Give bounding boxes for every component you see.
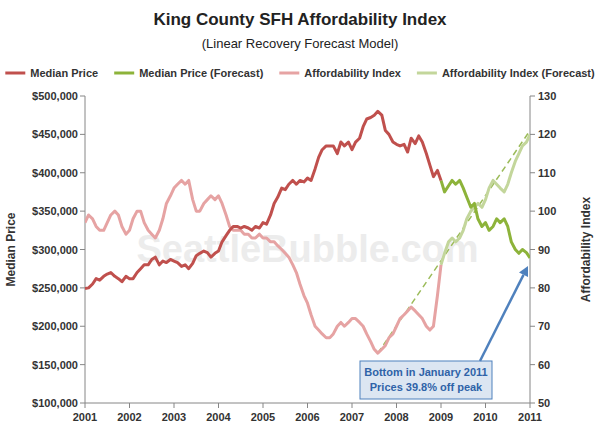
y2-tick <box>530 287 535 288</box>
chart: King County SFH Affordability Index (Line… <box>0 0 600 435</box>
annotation: Bottom in January 2011 Prices 39.8% off p… <box>360 266 528 399</box>
x-tick-label: 2007 <box>340 411 364 423</box>
y2-tick-label: 60 <box>538 359 550 371</box>
y-tick <box>80 211 85 212</box>
x-tick <box>85 403 86 408</box>
x-tick-label: 2005 <box>251 411 275 423</box>
y2-tick <box>530 211 535 212</box>
chart-root: King County SFH Affordability Index (Line… <box>0 0 600 435</box>
legend-swatch <box>114 72 134 75</box>
x-tick <box>396 403 397 408</box>
annotation-box <box>360 361 492 399</box>
legend: Median Price Median Price (Forecast) Affor… <box>5 67 595 79</box>
page: King County SFH Affordability Index (Line… <box>0 0 600 435</box>
y-tick-label: $450,000 <box>32 128 78 140</box>
annotation-text: Prices 39.8% off peak <box>370 381 483 393</box>
x-tick-label: 2003 <box>162 411 186 423</box>
legend-label: Affordability Index (Forecast) <box>442 67 595 79</box>
series-line <box>85 180 441 353</box>
x-tick <box>174 403 175 408</box>
legend-label: Median Price <box>30 67 98 79</box>
y2-tick-label: 90 <box>538 244 550 256</box>
y2-tick <box>530 96 535 97</box>
y2-tick-label: 50 <box>538 397 550 409</box>
x-tick-label: 2002 <box>117 411 141 423</box>
y-tick <box>80 287 85 288</box>
x-tick <box>263 403 264 408</box>
y-tick <box>80 403 85 404</box>
axes: $100,000 $150,000 $200,000 $250,000 $300,000… <box>32 90 556 423</box>
y-tick <box>80 326 85 327</box>
x-tick-label: 2009 <box>429 411 453 423</box>
y2-axis-title: Affordability Index <box>579 197 593 303</box>
x-tick <box>441 403 442 408</box>
y-tick <box>80 249 85 250</box>
x-tick-label: 2006 <box>295 411 319 423</box>
annotation-arrow <box>480 275 523 361</box>
x-tick <box>218 403 219 408</box>
y2-tick-label: 110 <box>538 167 556 179</box>
y-tick-label: $300,000 <box>32 244 78 256</box>
y-tick <box>80 96 85 97</box>
y-tick-label: $150,000 <box>32 359 78 371</box>
y2-tick-label: 70 <box>538 320 550 332</box>
background <box>0 0 600 435</box>
series-line <box>441 134 530 264</box>
annotation-text: Bottom in January 2011 <box>364 366 488 378</box>
y-tick <box>80 134 85 135</box>
y-tick-label: $100,000 <box>32 397 78 409</box>
legend-item: Affordability Index (Forecast) <box>417 67 595 79</box>
y-tick-label: $250,000 <box>32 282 78 294</box>
x-tick <box>307 403 308 408</box>
y-axis-title: Median Price <box>4 212 18 286</box>
legend-label: Median Price (Forecast) <box>139 67 263 79</box>
y-tick <box>80 172 85 173</box>
y2-tick <box>530 172 535 173</box>
legend-item: Median Price <box>5 67 98 79</box>
x-tick-label: 2010 <box>473 411 497 423</box>
series-line <box>441 180 530 258</box>
title: King County SFH Affordability Index <box>153 10 447 29</box>
y2-tick-label: 100 <box>538 205 556 217</box>
y-tick-label: $350,000 <box>32 205 78 217</box>
x-tick-label: 2004 <box>206 411 231 423</box>
legend-item: Affordability Index <box>279 67 401 79</box>
x-tick <box>530 403 531 408</box>
y2-tick <box>530 134 535 135</box>
plot-area <box>85 111 530 353</box>
legend-label: Affordability Index <box>304 67 401 79</box>
series-line <box>85 111 441 288</box>
x-tick <box>352 403 353 408</box>
y2-tick-label: 80 <box>538 282 550 294</box>
x-tick-label: 2008 <box>384 411 408 423</box>
subtitle: (Linear Recovery Forecast Model) <box>202 36 399 51</box>
legend-swatch <box>279 72 299 75</box>
y2-tick-label: 130 <box>538 90 556 102</box>
y2-tick-label: 120 <box>538 128 556 140</box>
y-tick-label: $200,000 <box>32 320 78 332</box>
x-tick <box>485 403 486 408</box>
legend-swatch <box>5 72 25 75</box>
y-tick-label: $500,000 <box>32 90 78 102</box>
y2-tick <box>530 249 535 250</box>
legend-item: Median Price (Forecast) <box>114 67 263 79</box>
y-tick <box>80 364 85 365</box>
legend-swatch <box>417 72 437 75</box>
x-tick <box>129 403 130 408</box>
y2-tick <box>530 364 535 365</box>
x-tick-label: 2001 <box>73 411 97 423</box>
x-tick-label: 2011 <box>518 411 542 423</box>
y2-tick <box>530 326 535 327</box>
y-tick-label: $400,000 <box>32 167 78 179</box>
y2-tick <box>530 403 535 404</box>
watermark: SeattleBubble.com <box>136 228 478 270</box>
annotation-arrowhead <box>519 266 528 277</box>
